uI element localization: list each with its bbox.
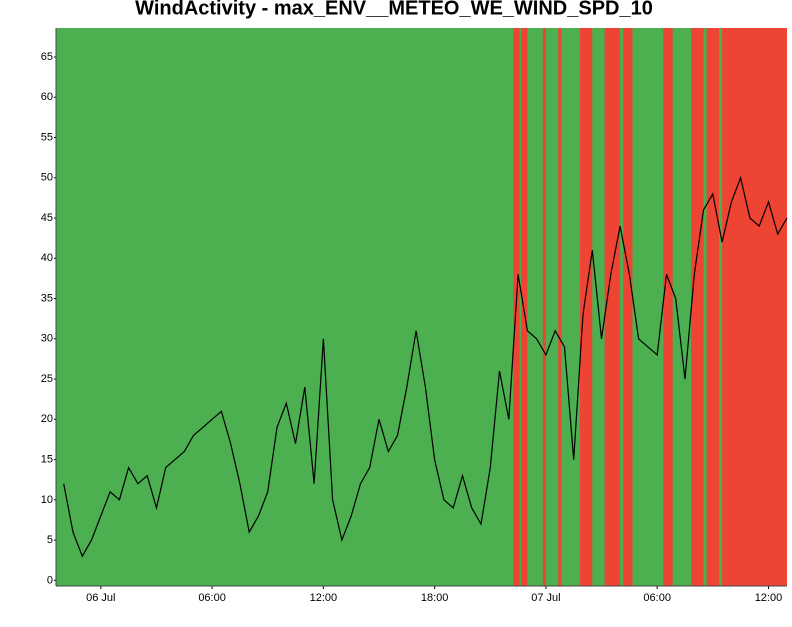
alert-band xyxy=(691,28,704,586)
alert-band xyxy=(623,28,633,586)
x-tick-label: 18:00 xyxy=(421,592,449,604)
y-tick-label: 50 xyxy=(41,172,53,184)
y-tick-label: 35 xyxy=(41,292,53,304)
alert-band xyxy=(604,28,621,586)
y-tick-label: 5 xyxy=(47,534,53,546)
alert-band xyxy=(722,28,787,586)
y-tick-label: 55 xyxy=(41,131,53,143)
alert-band xyxy=(558,28,562,586)
alert-band xyxy=(542,28,546,586)
x-tick-label: 06:00 xyxy=(198,592,226,604)
y-tick-label: 60 xyxy=(41,91,53,103)
alert-band xyxy=(521,28,528,586)
y-tick-label: 0 xyxy=(47,574,53,586)
x-tick-label: 12:00 xyxy=(755,592,783,604)
y-tick-label: 10 xyxy=(41,494,53,506)
x-tick-label: 06:00 xyxy=(643,592,671,604)
y-tick-label: 25 xyxy=(41,373,53,385)
x-tick-label: 12:00 xyxy=(310,592,338,604)
alert-band xyxy=(663,28,673,586)
y-tick-label: 20 xyxy=(41,413,53,425)
x-tick-label: 06 Jul xyxy=(86,592,115,604)
x-tick-label: 07 Jul xyxy=(531,592,560,604)
y-tick-label: 45 xyxy=(41,212,53,224)
plot-background xyxy=(56,28,787,586)
alert-band xyxy=(579,28,593,586)
alert-band xyxy=(706,28,719,586)
chart-title: WindActivity - max_ENV__METEO_WE_WIND_SP… xyxy=(135,0,653,19)
y-tick-label: 65 xyxy=(41,51,53,63)
y-tick-label: 40 xyxy=(41,252,53,264)
y-tick-label: 30 xyxy=(41,333,53,345)
wind-speed-line xyxy=(63,175,788,558)
y-tick-label: 15 xyxy=(41,453,53,465)
